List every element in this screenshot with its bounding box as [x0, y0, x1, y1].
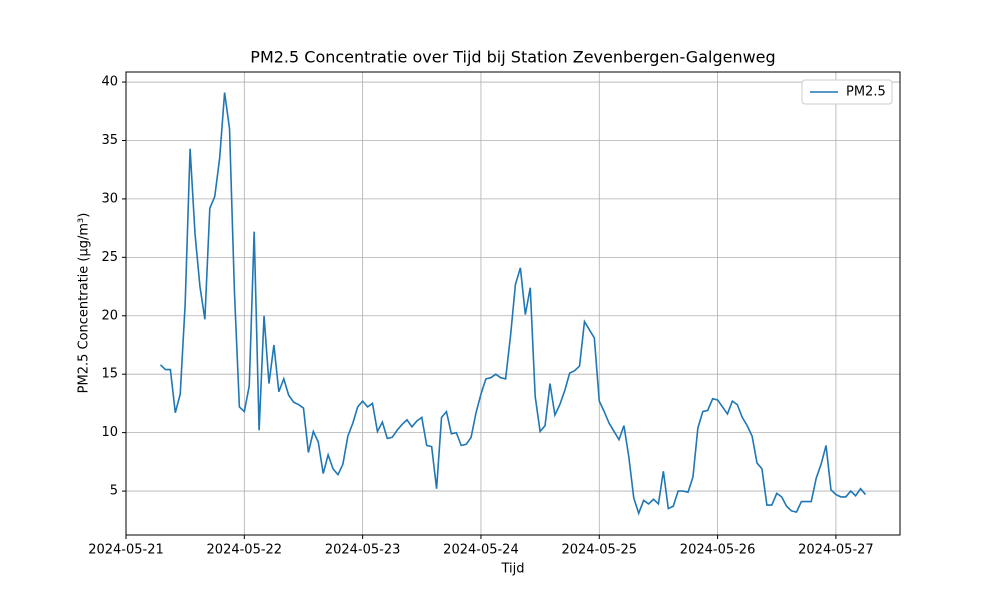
x-tick-label: 2024-05-22	[207, 543, 283, 558]
plot-frame	[125, 71, 901, 536]
y-tick-label: 20	[101, 308, 118, 323]
data-line	[159, 92, 867, 516]
x-tick-label: 2024-05-25	[561, 543, 637, 558]
y-tick-label: 5	[110, 484, 118, 499]
y-tick-label: 15	[101, 367, 118, 382]
x-tick-label: 2024-05-23	[325, 543, 401, 558]
y-tick-label: 35	[101, 133, 118, 148]
x-axis-label: Tijd	[500, 562, 524, 577]
y-tick-label: 30	[101, 191, 118, 206]
chart-title: PM2.5 Concentratie over Tijd bij Station…	[250, 48, 775, 67]
legend-label: PM2.5	[846, 85, 886, 100]
legend-box	[801, 79, 893, 105]
x-tick-label: 2024-05-27	[798, 543, 874, 558]
y-tick-label: 40	[101, 75, 118, 90]
y-tick-label: 25	[101, 250, 118, 265]
x-tick-label: 2024-05-21	[88, 543, 164, 558]
x-tick-label: 2024-05-24	[443, 543, 519, 558]
x-tick-label: 2024-05-26	[680, 543, 756, 558]
y-tick-label: 10	[101, 425, 118, 440]
y-axis-label: PM2.5 Concentratie (µg/m³)	[77, 213, 92, 394]
